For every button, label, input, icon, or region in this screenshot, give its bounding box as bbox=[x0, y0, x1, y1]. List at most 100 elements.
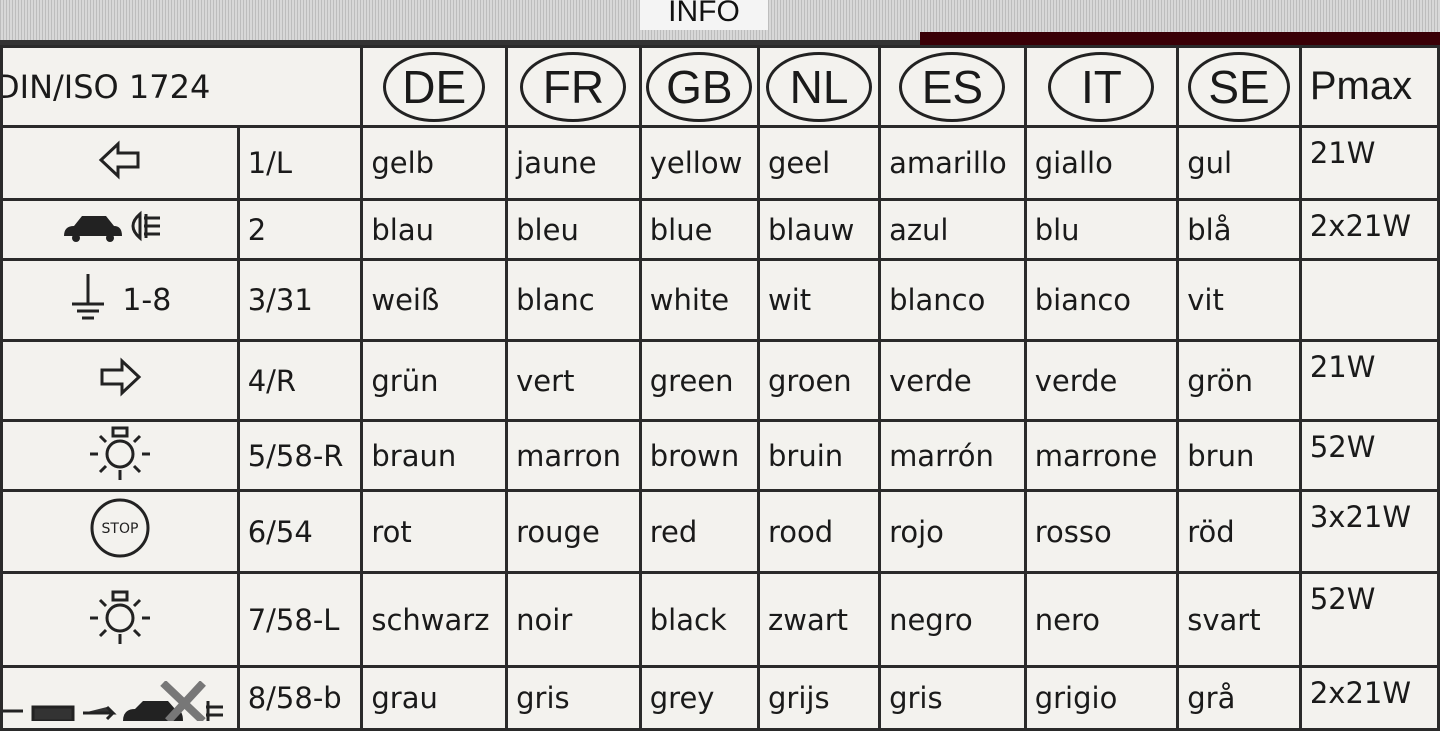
header-row: DIN/ISO 1724 DE FR GB NL ES IT SE Pmax bbox=[0, 45, 1440, 128]
pin-cell: 7/58-L bbox=[236, 571, 364, 668]
color-cell-gb: yellow bbox=[638, 125, 761, 201]
color-cell-gb: brown bbox=[638, 419, 761, 492]
pmax-cell bbox=[1298, 258, 1440, 342]
color-cell-it: giallo bbox=[1023, 125, 1180, 201]
wire-color-table: DIN/ISO 1724 DE FR GB NL ES IT SE Pmax 1… bbox=[0, 45, 1440, 731]
color-cell-it: rosso bbox=[1023, 489, 1180, 574]
pmax-header: Pmax bbox=[1298, 45, 1440, 128]
color-cell-fr: marron bbox=[505, 419, 642, 492]
color-cell-es: rojo bbox=[878, 489, 1027, 574]
color-cell-fr: blanc bbox=[505, 258, 642, 342]
color-cell-fr: gris bbox=[505, 665, 642, 731]
color-cell-gb: grey bbox=[638, 665, 761, 731]
table-row: 4/R grün vert green groen verde verde grön 21W bbox=[0, 339, 1440, 422]
symbol-cell bbox=[0, 125, 240, 201]
color-cell-se: gul bbox=[1176, 125, 1302, 201]
standard-label: DIN/ISO 1724 bbox=[0, 45, 364, 128]
symbol-cell bbox=[0, 339, 240, 422]
color-cell-es: amarillo bbox=[878, 125, 1027, 201]
color-cell-gb: blue bbox=[638, 198, 761, 261]
symbol-cell bbox=[0, 571, 240, 668]
stop-icon: STOP bbox=[88, 498, 152, 567]
pin-cell: 6/54 bbox=[236, 489, 364, 574]
pmax-cell: 52W bbox=[1298, 419, 1440, 492]
pin-cell: 8/58-b bbox=[236, 665, 364, 731]
color-cell-es: marrón bbox=[878, 419, 1027, 492]
symbol-cell bbox=[0, 419, 240, 492]
lang-badge-fr: FR bbox=[520, 51, 627, 122]
color-cell-fr: noir bbox=[505, 571, 642, 668]
lang-badge-gb: GB bbox=[646, 51, 753, 122]
pmax-cell: 21W bbox=[1298, 125, 1440, 201]
scan-artifact-bar bbox=[920, 32, 1440, 45]
color-cell-de: weiß bbox=[360, 258, 509, 342]
pmax-cell: 21W bbox=[1298, 339, 1440, 422]
color-cell-de: grau bbox=[360, 665, 509, 731]
color-cell-nl: grijs bbox=[757, 665, 882, 731]
svg-text:STOP: STOP bbox=[101, 521, 138, 537]
color-cell-se: grön bbox=[1176, 339, 1302, 422]
color-cell-gb: black bbox=[638, 571, 761, 668]
color-cell-de: rot bbox=[360, 489, 509, 574]
lamp-icon bbox=[88, 590, 152, 653]
pin-cell: 5/58-R bbox=[236, 419, 364, 492]
pin-range-label: 1-8 bbox=[122, 282, 172, 318]
color-cell-nl: wit bbox=[757, 258, 882, 342]
pin-cell: 3/31 bbox=[236, 258, 364, 342]
symbol-cell: 1-8 bbox=[0, 258, 240, 342]
color-cell-gb: white bbox=[638, 258, 761, 342]
right-arrow-icon bbox=[98, 357, 142, 404]
pin-cell: 2 bbox=[236, 198, 364, 261]
color-cell-it: bianco bbox=[1023, 258, 1180, 342]
color-cell-gb: red bbox=[638, 489, 761, 574]
color-cell-nl: rood bbox=[757, 489, 882, 574]
trailer-fog-light-icon bbox=[4, 680, 233, 727]
color-cell-es: negro bbox=[878, 571, 1027, 668]
table-row: STOP 6/54 rot rouge red rood rojo rosso röd 3x21W bbox=[0, 489, 1440, 574]
color-cell-de: blau bbox=[360, 198, 509, 261]
color-cell-it: grigio bbox=[1023, 665, 1180, 731]
lamp-icon bbox=[88, 426, 152, 488]
divider bbox=[0, 40, 920, 45]
color-cell-fr: rouge bbox=[505, 489, 642, 574]
color-cell-it: marrone bbox=[1023, 419, 1180, 492]
color-cell-nl: geel bbox=[757, 125, 882, 201]
color-cell-nl: blauw bbox=[757, 198, 882, 261]
color-cell-se: brun bbox=[1176, 419, 1302, 492]
lang-badge-es: ES bbox=[899, 51, 1006, 122]
color-cell-de: braun bbox=[360, 419, 509, 492]
left-arrow-icon bbox=[98, 140, 142, 187]
table-row: 8/58-b grau gris grey grijs gris grigio grå 2x21… bbox=[0, 665, 1440, 731]
color-cell-nl: zwart bbox=[757, 571, 882, 668]
pin-cell: 4/R bbox=[236, 339, 364, 422]
page-title: INFO bbox=[640, 0, 768, 30]
color-cell-gb: green bbox=[638, 339, 761, 422]
lang-badge-it: IT bbox=[1048, 51, 1155, 122]
color-cell-de: gelb bbox=[360, 125, 509, 201]
color-cell-fr: vert bbox=[505, 339, 642, 422]
color-cell-fr: bleu bbox=[505, 198, 642, 261]
ground-icon bbox=[68, 273, 108, 329]
color-cell-se: grå bbox=[1176, 665, 1302, 731]
color-cell-se: blå bbox=[1176, 198, 1302, 261]
table-row: 1/L gelb jaune yellow geel amarillo giallo gul 2… bbox=[0, 125, 1440, 201]
pmax-cell: 52W bbox=[1298, 571, 1440, 668]
color-cell-es: blanco bbox=[878, 258, 1027, 342]
color-cell-fr: jaune bbox=[505, 125, 642, 201]
symbol-cell: STOP bbox=[0, 489, 240, 574]
table-row: 1-8 3/31 weiß blanc white wit blanco bianco vit bbox=[0, 258, 1440, 342]
color-cell-se: svart bbox=[1176, 571, 1302, 668]
pmax-cell: 2x21W bbox=[1298, 198, 1440, 261]
table-row: 2 blau bleu blue blauw azul blu blå 2x21W bbox=[0, 198, 1440, 261]
color-cell-es: verde bbox=[878, 339, 1027, 422]
lang-badge-de: DE bbox=[383, 51, 486, 122]
color-cell-it: nero bbox=[1023, 571, 1180, 668]
symbol-cell bbox=[0, 198, 240, 261]
table-row: 7/58-L schwarz noir black zwart negro nero svar… bbox=[0, 571, 1440, 668]
color-cell-it: verde bbox=[1023, 339, 1180, 422]
color-cell-de: grün bbox=[360, 339, 509, 422]
pmax-cell: 3x21W bbox=[1298, 489, 1440, 574]
lang-badge-se: SE bbox=[1188, 51, 1291, 122]
pin-cell: 1/L bbox=[236, 125, 364, 201]
table-row: 5/58-R braun marron brown bruin marrón marrone… bbox=[0, 419, 1440, 492]
